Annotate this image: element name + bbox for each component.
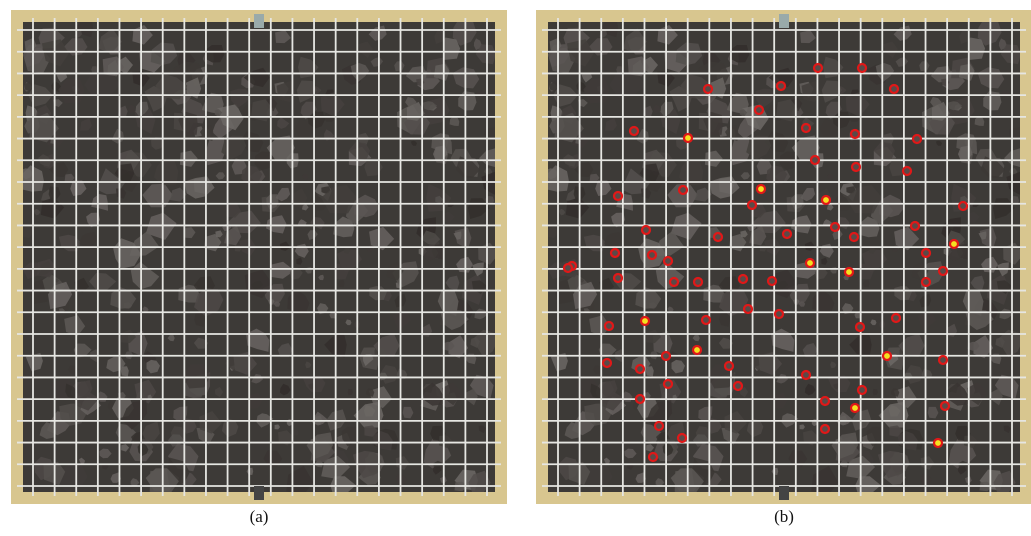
sample-marker (748, 201, 756, 209)
sample-marker (664, 380, 672, 388)
sample-marker (821, 397, 829, 405)
sample-marker (913, 135, 921, 143)
sample-marker (802, 371, 810, 379)
sample-marker (768, 277, 776, 285)
sample-marker (852, 163, 860, 171)
sample-marker (670, 278, 678, 286)
sample-marker (678, 434, 686, 442)
sample-marker (959, 202, 967, 210)
clip-bracket (254, 486, 264, 500)
sample-marker (641, 317, 649, 325)
sample-marker (856, 323, 864, 331)
sample-marker (757, 185, 765, 193)
sample-marker (922, 278, 930, 286)
sample-marker (950, 240, 958, 248)
photo-panel (13, 14, 505, 500)
sample-marker (744, 305, 752, 313)
sample-marker (655, 422, 663, 430)
sample-marker (564, 264, 572, 272)
sample-marker (755, 106, 763, 114)
sample-marker (642, 226, 650, 234)
clip-bracket (254, 14, 264, 28)
sample-marker (679, 186, 687, 194)
sample-marker (851, 404, 859, 412)
sample-marker (806, 259, 814, 267)
clip-bracket (779, 14, 789, 28)
sample-marker (941, 402, 949, 410)
sample-marker (664, 257, 672, 265)
sample-marker (903, 167, 911, 175)
sample-marker (603, 359, 611, 367)
sample-marker (890, 85, 898, 93)
sample-marker (648, 251, 656, 259)
sample-marker (783, 230, 791, 238)
photo-panel (538, 14, 1030, 500)
page: (a) (b) (() => { const data = JSON.parse… (0, 0, 1031, 536)
sample-marker (922, 249, 930, 257)
panel-label: (a) (250, 507, 269, 526)
sample-marker (858, 386, 866, 394)
sample-marker (934, 439, 942, 447)
sample-marker (939, 356, 947, 364)
sample-marker (858, 64, 866, 72)
sample-marker (883, 352, 891, 360)
sample-marker (614, 192, 622, 200)
sample-marker (605, 322, 613, 330)
rock (646, 366, 654, 376)
sample-marker (939, 267, 947, 275)
rock (121, 366, 129, 376)
sample-marker (821, 425, 829, 433)
sample-marker (850, 233, 858, 241)
sample-marker (694, 278, 702, 286)
sample-marker (777, 82, 785, 90)
sample-marker (702, 316, 710, 324)
sample-marker (739, 275, 747, 283)
sample-marker (662, 352, 670, 360)
sample-marker (831, 223, 839, 231)
sample-marker (775, 310, 783, 318)
sample-marker (892, 314, 900, 322)
sample-marker (649, 453, 657, 461)
figure: (a) (b) (0, 0, 1031, 536)
sample-marker (684, 134, 692, 142)
sample-marker (704, 85, 712, 93)
clip-bracket (779, 486, 789, 500)
sample-marker (851, 130, 859, 138)
sample-marker (614, 274, 622, 282)
sample-marker (734, 382, 742, 390)
panel-label: (b) (774, 507, 794, 526)
sample-marker (636, 365, 644, 373)
sample-marker (811, 156, 819, 164)
sample-marker (725, 362, 733, 370)
sample-marker (911, 222, 919, 230)
sample-marker (822, 196, 830, 204)
sample-marker (693, 346, 701, 354)
sample-marker (814, 64, 822, 72)
sample-marker (611, 249, 619, 257)
sample-marker (802, 124, 810, 132)
sample-marker (636, 395, 644, 403)
sample-marker (845, 268, 853, 276)
sample-marker (630, 127, 638, 135)
sample-marker (714, 233, 722, 241)
